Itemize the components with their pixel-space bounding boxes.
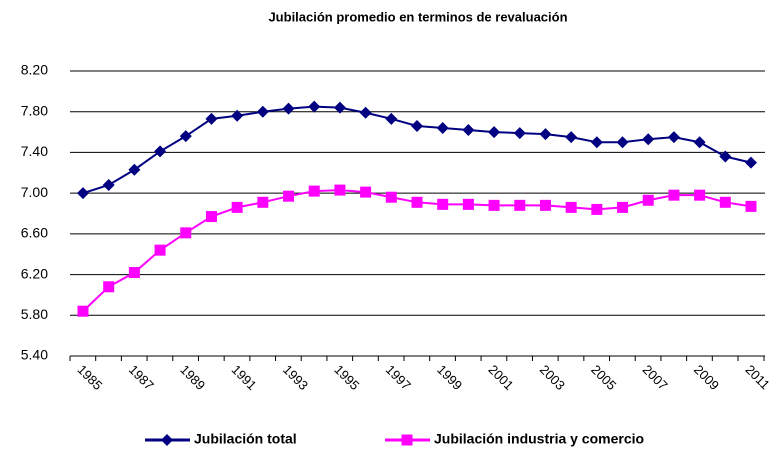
point <box>308 185 320 197</box>
point <box>539 199 551 211</box>
x-tick-label: 1995 <box>331 362 362 393</box>
point <box>308 100 321 113</box>
point <box>539 128 552 141</box>
legend-label: Jubilación industria y comercio <box>434 431 644 447</box>
point <box>333 101 346 114</box>
point <box>103 281 115 293</box>
point <box>205 112 218 125</box>
point <box>719 196 731 208</box>
line <box>82 189 752 312</box>
x-tick-label: 2011 <box>742 362 772 392</box>
point <box>128 163 141 176</box>
legend-marker <box>401 434 413 446</box>
point <box>205 211 217 223</box>
point <box>360 186 372 198</box>
point <box>616 136 629 149</box>
point <box>667 131 680 144</box>
point <box>462 198 474 210</box>
y-tick-label: 7.00 <box>21 184 48 200</box>
x-tick-label: 1993 <box>280 362 311 393</box>
point <box>334 184 346 196</box>
point <box>514 199 526 211</box>
point <box>745 200 757 212</box>
point <box>642 133 655 146</box>
point <box>488 199 500 211</box>
x-tick-label: 2003 <box>537 362 568 393</box>
point <box>436 122 449 134</box>
legend-label: Jubilación total <box>194 431 297 447</box>
point <box>488 126 501 139</box>
x-tick-label: 1999 <box>434 362 465 393</box>
point <box>256 105 269 118</box>
point <box>591 203 603 215</box>
y-tick-label: 5.40 <box>21 347 48 363</box>
x-tick-label: 1989 <box>177 362 208 393</box>
point <box>513 127 526 140</box>
point <box>179 130 192 143</box>
point <box>617 201 629 213</box>
point <box>154 145 167 158</box>
x-tick-label: 1997 <box>383 362 414 393</box>
point <box>385 112 398 125</box>
point <box>257 196 269 208</box>
point <box>102 179 115 191</box>
point <box>283 190 295 202</box>
y-tick-label: 7.40 <box>21 143 48 159</box>
point <box>745 156 757 169</box>
x-tick-label: 1991 <box>229 362 260 393</box>
point <box>77 187 89 200</box>
point <box>128 267 140 279</box>
point <box>565 201 577 213</box>
point <box>437 198 449 210</box>
x-tick-label: 2009 <box>691 362 722 393</box>
x-tick-label: 2001 <box>486 362 517 393</box>
point <box>77 305 89 317</box>
point <box>385 191 397 203</box>
point <box>693 136 706 149</box>
point <box>282 102 295 115</box>
point <box>694 189 706 201</box>
point <box>565 131 578 144</box>
point <box>359 106 372 119</box>
y-tick-label: 8.20 <box>21 62 48 78</box>
line <box>82 105 752 195</box>
x-tick-label: 1987 <box>126 362 157 393</box>
chart-title: Jubilación promedio en terminos de reval… <box>268 9 567 24</box>
point <box>590 136 603 149</box>
x-tick-label: 2005 <box>588 362 619 393</box>
legend-marker <box>161 434 173 446</box>
point <box>231 201 243 213</box>
point <box>462 124 475 137</box>
point <box>154 244 166 256</box>
y-tick-label: 6.20 <box>21 265 48 281</box>
point <box>642 194 654 206</box>
point <box>180 227 192 239</box>
point <box>719 150 732 163</box>
point <box>411 196 423 208</box>
x-tick-label: 2007 <box>640 362 671 393</box>
point <box>231 109 244 122</box>
y-tick-label: 6.60 <box>21 225 48 241</box>
y-tick-label: 7.80 <box>21 102 48 118</box>
point <box>411 119 423 132</box>
point <box>668 189 680 201</box>
y-tick-label: 5.80 <box>21 306 48 322</box>
x-tick-label: 1985 <box>74 362 105 393</box>
